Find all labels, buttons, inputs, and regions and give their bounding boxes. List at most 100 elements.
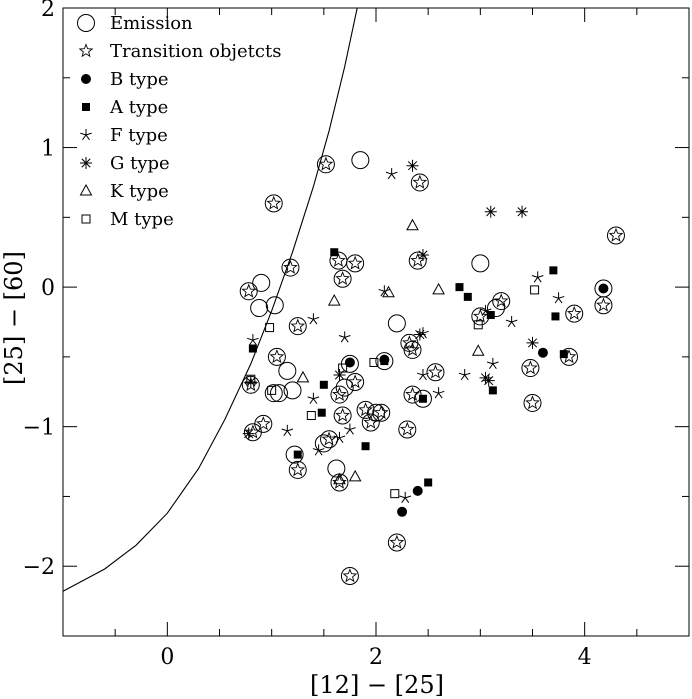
emission-point xyxy=(330,385,349,404)
legend-item-a_type: A type xyxy=(82,97,168,118)
a_type-point xyxy=(488,386,497,395)
legend-label-g_type: G type xyxy=(110,153,170,174)
y-tick-label: −1 xyxy=(23,416,55,441)
emission-point xyxy=(356,400,375,419)
transition-point xyxy=(269,349,285,364)
emission-point xyxy=(281,258,300,277)
series-m_type xyxy=(246,285,540,499)
legend-marker-b_type xyxy=(81,74,91,84)
series-g_type xyxy=(242,159,539,440)
a_type-point xyxy=(293,450,302,459)
legend-label-m_type: M type xyxy=(110,209,174,230)
g_type-point xyxy=(333,369,346,382)
emission-point xyxy=(239,282,258,301)
f_type-point xyxy=(505,315,518,328)
k_type-point xyxy=(382,285,395,298)
b_type-point xyxy=(397,506,408,517)
transition-point xyxy=(266,195,282,210)
series-a_type xyxy=(248,248,568,487)
transition-point xyxy=(241,283,257,298)
x-tick-label: 4 xyxy=(578,645,592,670)
k_type-point xyxy=(471,344,485,356)
a_type-point xyxy=(361,442,370,451)
transition-point xyxy=(283,259,298,274)
emission-point xyxy=(403,385,422,404)
emission-point xyxy=(340,566,359,585)
emission-point xyxy=(335,378,354,397)
a_type-point xyxy=(380,357,389,366)
legend-marker-m_type xyxy=(81,214,91,224)
g_type-point xyxy=(406,159,419,172)
g_type-point xyxy=(416,249,429,262)
b_type-point xyxy=(598,283,609,294)
g_type-point xyxy=(413,328,426,341)
transition-point xyxy=(405,386,420,401)
transition-point xyxy=(363,414,379,429)
m_type-point xyxy=(265,323,275,333)
emission-point xyxy=(278,361,297,380)
emission-point xyxy=(387,314,406,333)
legend-marker-k_type xyxy=(79,183,93,196)
legend-marker-a_type xyxy=(82,103,90,111)
emission-point xyxy=(333,406,352,425)
emission-point xyxy=(426,363,445,382)
transition-point xyxy=(399,421,415,436)
m_type-point xyxy=(369,357,379,367)
emission-point xyxy=(320,430,339,449)
m_type-point xyxy=(390,489,400,499)
axis-ticks xyxy=(62,7,690,637)
g_type-point xyxy=(526,336,539,349)
a_type-point xyxy=(418,394,427,403)
emission-point xyxy=(346,254,365,273)
emission-point xyxy=(265,296,284,315)
series-emission xyxy=(239,151,625,585)
series-k_type xyxy=(296,218,485,485)
a_type-point xyxy=(319,380,328,389)
m_type-point xyxy=(267,385,277,395)
legend: Emission Transition objetcts B type A type F… xyxy=(77,13,281,230)
emission-point xyxy=(471,254,490,273)
legend-item-f_type: F type xyxy=(80,125,168,146)
emission-point xyxy=(243,423,262,442)
emission-point xyxy=(267,347,286,366)
f_type-point xyxy=(458,369,471,381)
boundary-curve xyxy=(63,8,358,592)
f_type-point xyxy=(552,292,565,304)
b_type-point xyxy=(537,347,548,358)
emission-point xyxy=(285,445,304,464)
legend-marker-emission xyxy=(77,14,95,32)
emission-point xyxy=(410,173,429,192)
a_type-point xyxy=(330,248,339,257)
legend-item-transition: Transition objetcts xyxy=(78,41,281,62)
transition-point xyxy=(525,395,540,410)
transition-point xyxy=(331,252,346,267)
y-tick-label: 1 xyxy=(41,137,55,162)
emission-point xyxy=(333,269,352,288)
y-axis-label: [25] − [60] xyxy=(0,251,28,385)
a_type-point xyxy=(551,312,560,321)
legend-marker-g_type xyxy=(80,157,92,169)
a_type-point xyxy=(317,408,326,417)
emission-point xyxy=(492,292,511,311)
legend-label-transition: Transition objetcts xyxy=(110,41,281,62)
transition-point xyxy=(290,318,306,333)
f_type-point xyxy=(417,327,429,339)
f_type-point xyxy=(417,369,429,381)
k_type-point xyxy=(327,294,341,306)
emission-point xyxy=(594,279,613,298)
transition-point xyxy=(472,308,488,323)
f_type-point xyxy=(338,331,351,343)
legend-item-k_type: K type xyxy=(79,181,169,202)
a_type-point xyxy=(559,350,568,359)
m_type-point xyxy=(338,363,348,373)
g_type-point xyxy=(484,205,497,218)
emission-point xyxy=(387,533,406,552)
f_type-point xyxy=(344,423,356,435)
f_type-point xyxy=(378,285,391,297)
legend-item-m_type: M type xyxy=(81,209,174,230)
f_type-point xyxy=(312,444,325,456)
emission-point xyxy=(372,403,391,422)
transition-point xyxy=(608,227,624,242)
emission-point xyxy=(327,459,346,478)
